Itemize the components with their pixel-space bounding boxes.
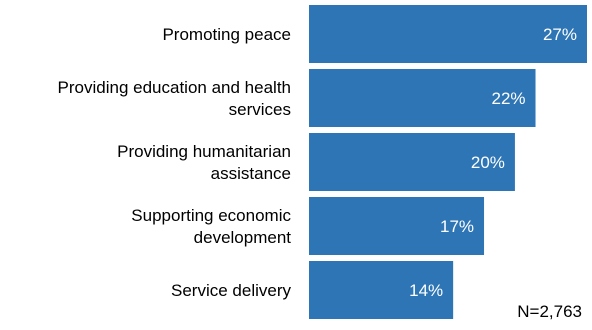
category-label-5: Service delivery [171,281,291,300]
value-label-3: 20% [471,153,505,172]
value-label-4: 17% [440,217,474,236]
category-label-2: Providing education and health services [58,78,291,119]
category-label-line: Providing humanitarian [117,142,291,161]
bar-2 [309,69,536,127]
value-labels: 27% 22% 20% 17% 14% [409,25,577,300]
category-label-3: Providing humanitarian assistance [117,142,291,183]
bar-5 [309,261,454,319]
bar-3 [309,133,515,191]
category-label-line: Providing education and health [58,78,291,97]
sample-size-note: N=2,763 [517,302,582,321]
category-label-line: Supporting economic [131,206,291,225]
category-label-line: services [229,100,291,119]
category-label-line: Service delivery [171,281,291,300]
category-label-line: assistance [211,164,291,183]
bar-1 [309,5,587,63]
value-label-1: 27% [543,25,577,44]
category-labels: Promoting peace Providing education and h… [58,25,292,300]
value-label-2: 22% [491,89,525,108]
bar-4 [309,197,485,255]
category-label-line: Promoting peace [162,25,291,44]
bars-layer [309,5,587,319]
category-label-4: Supporting economic development [131,206,291,247]
category-label-line: development [194,228,292,247]
value-label-5: 14% [409,281,443,300]
category-label-1: Promoting peace [162,25,291,44]
